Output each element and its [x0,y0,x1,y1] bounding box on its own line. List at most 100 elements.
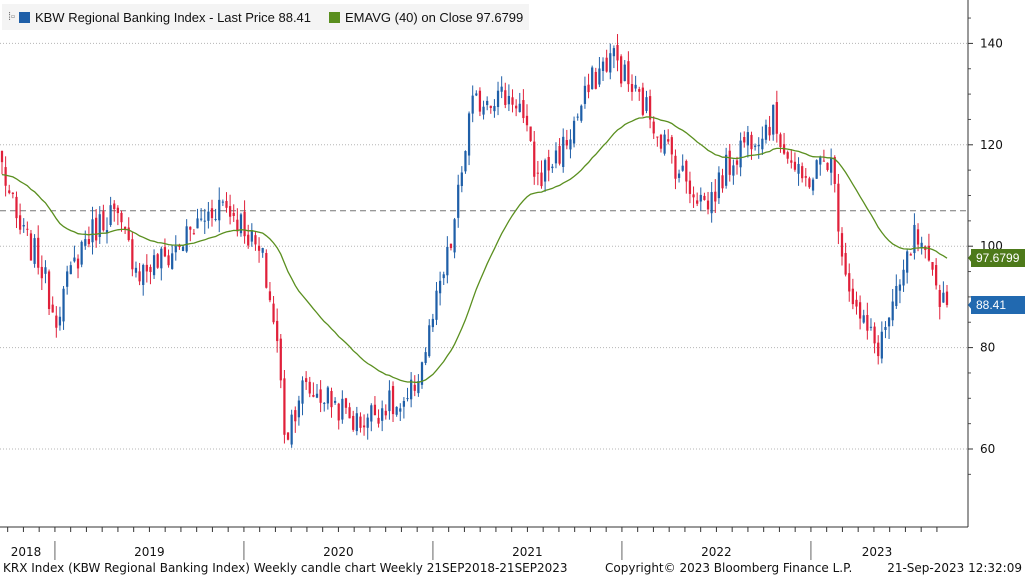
candle-body-up [725,154,728,186]
candle-body-up [819,157,822,165]
candle-body-down [362,425,366,428]
ema-price-tag: 97.6799 [971,249,1025,267]
candle-body-up [399,408,402,412]
candle-body-down [55,315,58,328]
candle-body-down [228,206,232,217]
candle-body-down [294,410,297,422]
candle-body-up [417,381,420,394]
candle-body-up [920,242,923,248]
candle-body-up [551,166,554,169]
candle-body-down [515,105,518,109]
x-tick-label: 2020 [323,545,354,559]
ema-line [1,116,948,383]
candle-body-up [73,257,76,262]
candle-body-up [634,84,637,89]
candle-body-down [348,407,351,419]
candle-body-down [801,166,804,179]
candle-body-down [743,137,746,143]
candle-body-down [504,90,507,105]
candle-body-down [511,97,514,105]
candle-body-up [797,163,800,174]
candle-body-down [18,215,22,230]
candle-body-down [775,102,778,134]
candle-body-down [319,389,322,403]
candle-body-up [576,116,579,118]
candle-body-up [402,401,406,407]
candle-body-up [134,267,138,273]
candle-body-up [757,144,760,147]
legend-drag-handle[interactable]: ⁞▫ [8,11,15,23]
candle-body-up [457,184,460,218]
candle-body-up [710,192,713,214]
candle-body-up [214,218,217,220]
candle-body-down [659,134,663,149]
candle-body-up [869,326,873,328]
candle-body-up [913,224,916,254]
candle-body-up [612,48,616,57]
candle-body-down [525,115,529,126]
candle-body-down [858,302,862,319]
candle-body-down [51,304,54,313]
candle-body-down [344,398,348,408]
candle-body-down [232,212,235,216]
candle-body-down [848,273,851,292]
candle-body-up [203,220,206,222]
candle-body-down [790,160,793,163]
candle-body-down [522,100,525,119]
x-tick-label: 2019 [134,545,165,559]
candle-body-up [902,269,905,286]
candle-body-up [761,138,764,150]
candle-body-up [486,100,489,106]
candle-body-up [518,103,521,113]
footer-copyright: Copyright© 2023 Bloomberg Finance L.P. [605,561,853,575]
candle-body-down [638,89,641,92]
x-tick-label: 2021 [512,545,543,559]
candle-body-down [449,243,453,249]
candle-body-down [656,136,659,138]
candle-body-up [942,292,945,303]
candle-body-down [916,229,920,245]
candle-body-down [547,156,550,171]
candle-body-down [138,271,141,282]
candle-body-down [95,217,98,241]
candle-body-up [732,165,735,176]
candle-body-up [569,139,572,150]
candle-body-up [109,205,112,226]
candle-body-down [236,219,239,232]
candle-body-down [935,265,938,286]
candle-body-up [663,134,666,154]
candle-body-up [464,151,467,172]
candles [0,34,949,448]
candle-body-down [779,134,782,148]
series1-legend-label: KBW Regional Banking Index - Last Price … [34,9,312,25]
candle-body-down [113,203,116,210]
candle-body-up [623,64,626,82]
candle-body-down [0,150,4,163]
candle-body-up [895,285,898,307]
candle-body-down [373,404,377,416]
candle-body-down [750,134,753,150]
x-axis: 2018 2019 2020 2021 2022 2023 [0,526,968,560]
candle-body-down [279,338,282,381]
candle-body-down [587,84,590,93]
candle-body-up [884,326,887,330]
candle-body-down [605,57,608,72]
candle-body-up [591,67,594,90]
candle-body-up [33,238,36,264]
candle-body-down [87,239,91,245]
candle-body-down [268,291,272,301]
candle-body-up [435,290,438,320]
candle-body-up [471,95,474,114]
candle-body-down [308,381,311,394]
candle-body-down [728,150,731,175]
candle-body-down [413,384,416,391]
candle-body-up [583,85,587,104]
candle-body-down [768,126,771,136]
candle-body-down [822,160,826,162]
candle-body-down [478,90,482,112]
last-price-tag: 88.41 [971,296,1025,314]
candle-body-down [8,190,11,193]
candle-body-down [630,84,634,92]
candle-body-down [909,254,912,256]
series1-swatch [18,11,30,23]
